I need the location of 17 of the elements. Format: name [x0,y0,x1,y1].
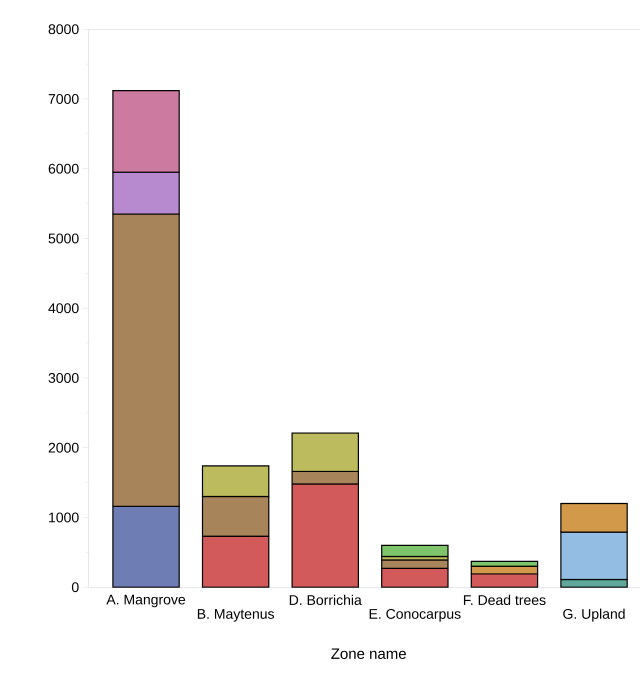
x-axis-title: Zone name [331,648,406,659]
y-tick-label: 3000 [48,372,79,383]
x-tick-label: D. Borrichia [290,594,362,606]
x-tick-label: G. Upland [563,608,625,622]
y-tick-label: 4000 [48,303,79,314]
y-tick-label: 7000 [48,94,79,104]
y-tick-label: 2000 [48,442,79,453]
x-tick-label: B. Maytenus [198,609,274,622]
x-tick-label: E. Conocarpus [370,608,461,622]
x-tick-label: A. Mangrove [106,594,186,608]
x-tick-label: F. Dead trees [464,594,546,606]
y-tick-label: 8000 [48,24,79,34]
y-tick-label: 5000 [48,233,79,244]
y-tick-label: 0 [72,582,79,592]
y-tick-label: 6000 [48,164,79,174]
bar [381,544,449,558]
y-tick-label: 1000 [49,512,79,522]
